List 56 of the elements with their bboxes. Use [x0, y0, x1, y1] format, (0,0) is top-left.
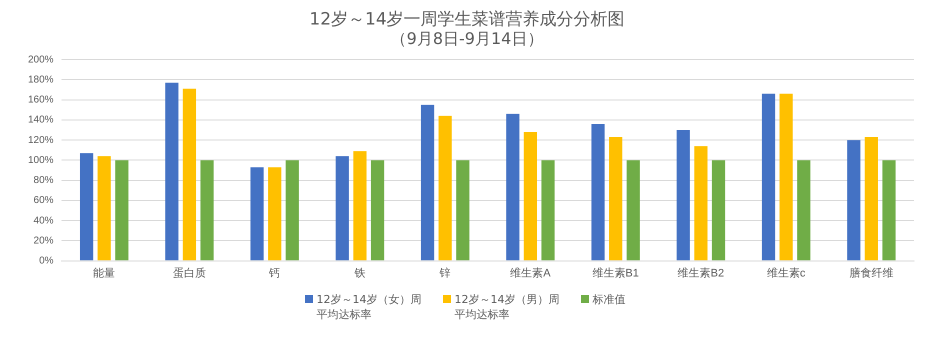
legend-label: 12岁～14岁（男）周平均达标率 [454, 292, 560, 322]
x-tick-label: 能量 [93, 266, 116, 280]
bar [182, 88, 196, 260]
bar [336, 156, 349, 260]
y-tick-label: 60% [34, 195, 54, 206]
bar [797, 160, 810, 260]
bar [762, 94, 776, 260]
y-tick-label: 140% [28, 114, 54, 126]
x-tick-label: 膳食纤维 [849, 266, 894, 280]
bar [882, 160, 896, 260]
y-tick-label: 80% [34, 175, 54, 186]
bar [200, 160, 214, 260]
bar [353, 151, 367, 260]
bar [420, 104, 434, 260]
x-tick-label: 钙 [268, 267, 280, 280]
bar [591, 124, 605, 260]
bar [250, 167, 264, 260]
y-tick-label: 120% [28, 134, 54, 146]
chart-subtitle: （9月8日-9月14日） [390, 29, 544, 48]
bar [115, 160, 128, 260]
y-tick-label: 20% [34, 235, 54, 246]
bar [847, 140, 860, 260]
x-tick-label: 维生素B1 [592, 266, 639, 280]
bar [712, 160, 726, 260]
y-tick-label: 160% [28, 94, 54, 106]
legend-label: 12岁～14岁（女）周平均达标率 [316, 292, 422, 322]
bar [676, 130, 690, 260]
y-tick-label: 0% [39, 256, 54, 267]
bar [268, 167, 282, 260]
y-tick-label: 40% [34, 215, 54, 226]
x-tick-label: 维生素B2 [678, 266, 724, 280]
bar [780, 94, 793, 260]
x-tick-label: 蛋白质 [172, 266, 206, 280]
bar [456, 160, 470, 260]
bar [165, 82, 178, 260]
x-tick-label: 铁 [353, 267, 366, 280]
bar [438, 116, 452, 260]
bar [286, 160, 299, 260]
x-tick-label: 维生素A [510, 266, 552, 280]
x-tick-label: 维生素c [766, 266, 806, 280]
chart-title: 12岁～14岁一周学生菜谱营养成分分析图 [309, 10, 625, 30]
x-tick-label: 锌 [438, 266, 451, 280]
bar [541, 160, 555, 260]
bar [609, 137, 622, 260]
y-tick-label: 200% [28, 54, 54, 66]
bar [626, 160, 640, 260]
bar [98, 156, 111, 260]
y-tick-label: 180% [28, 74, 54, 86]
bar [506, 114, 520, 260]
y-tick-label: 100% [28, 154, 54, 166]
bar [524, 132, 538, 260]
legend-label: 标准值 [592, 292, 626, 307]
bar [864, 137, 878, 260]
bar [80, 153, 94, 260]
bar [694, 146, 708, 260]
bar [370, 160, 384, 260]
